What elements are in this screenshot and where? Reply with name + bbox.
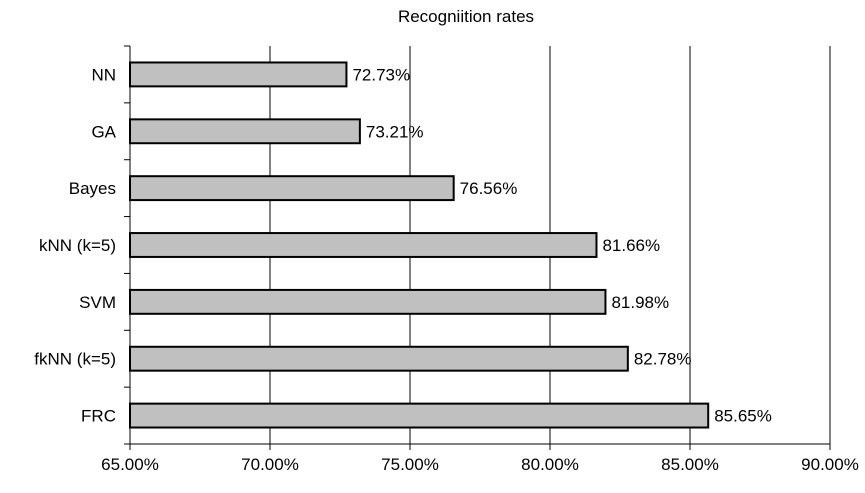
bar (129, 232, 598, 258)
data-label: 81.66% (602, 236, 660, 255)
data-label: 73.21% (366, 122, 424, 141)
x-tick-label: 80.00% (521, 455, 579, 474)
x-tick-label: 70.00% (241, 455, 299, 474)
data-label: 72.73% (352, 65, 410, 84)
x-tick-label: 90.00% (801, 455, 859, 474)
bar (129, 288, 607, 315)
data-label: 82.78% (634, 350, 692, 369)
category-label: kNN (k=5) (39, 236, 116, 255)
x-tick-label: 75.00% (381, 455, 439, 474)
bar (129, 61, 348, 88)
bar (129, 175, 455, 202)
bar (129, 345, 629, 372)
bar (129, 118, 361, 145)
x-tick-label: 65.00% (101, 455, 159, 474)
bar (129, 402, 710, 429)
category-label: NN (91, 65, 116, 84)
chart-title: Recogniition rates (398, 7, 534, 26)
bars: 72.73% 73.21% 76.56% 81.66% 81.98% 82.78% 85.6… (129, 61, 772, 429)
axes: 65.00% 70.00% 75.00% 80.00% 85.00% 90.00% NN GA… (34, 45, 859, 474)
data-label: 76.56% (460, 179, 518, 198)
category-label: FRC (81, 407, 116, 426)
data-label: 81.98% (611, 293, 669, 312)
category-label: SVM (79, 293, 116, 312)
category-label: GA (91, 122, 116, 141)
data-label: 85.65% (714, 407, 772, 426)
category-label: Bayes (69, 179, 116, 198)
x-tick-label: 85.00% (661, 455, 719, 474)
category-label: fkNN (k=5) (34, 350, 116, 369)
